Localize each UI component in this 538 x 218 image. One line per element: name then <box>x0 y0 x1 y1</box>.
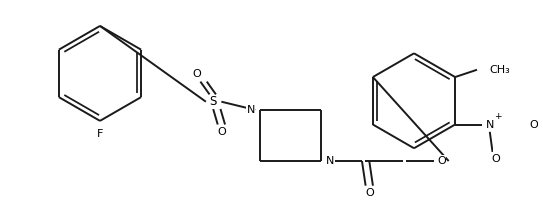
Text: F: F <box>97 129 103 139</box>
Text: N: N <box>326 156 334 166</box>
Text: O: O <box>193 69 201 79</box>
Text: CH₃: CH₃ <box>490 65 511 75</box>
Text: O: O <box>365 188 374 198</box>
Text: O: O <box>492 154 500 164</box>
Text: S: S <box>209 95 217 108</box>
Text: N: N <box>246 105 255 115</box>
Text: O: O <box>217 127 226 137</box>
Text: N: N <box>486 119 494 129</box>
Text: O⁻: O⁻ <box>529 119 538 129</box>
Text: +: + <box>494 112 502 121</box>
Text: O: O <box>437 156 446 166</box>
